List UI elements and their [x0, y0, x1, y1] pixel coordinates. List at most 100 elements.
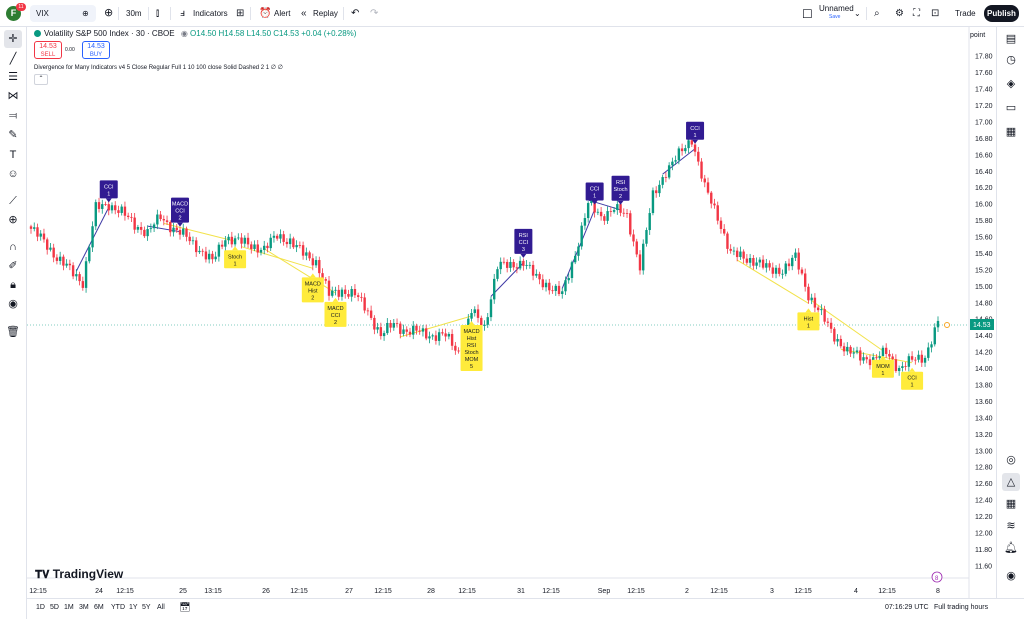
layout-name[interactable]: Unnamed: [819, 4, 854, 13]
notes-icon[interactable]: ▦: [1005, 126, 1017, 138]
session-selector[interactable]: Full trading hours: [934, 604, 989, 611]
watchlist-icon[interactable]: ▤: [1005, 33, 1017, 45]
interval-selector[interactable]: 30m: [126, 9, 142, 18]
snapshot-camera-icon[interactable]: ⊡: [931, 8, 940, 19]
collapse-legend-chevron-icon[interactable]: ⌃: [34, 74, 48, 85]
buy-button[interactable]: 14.53 BUY: [82, 41, 110, 59]
legend-eye-icon[interactable]: ◉: [180, 29, 188, 38]
goto-date-calendar-icon[interactable]: 📅︎: [179, 602, 191, 612]
trend-line-icon[interactable]: ╱: [9, 53, 17, 65]
emoji-icon[interactable]: ☺: [7, 168, 19, 180]
object-tree-icon[interactable]: ◈: [1006, 78, 1016, 90]
candle-body: [243, 237, 246, 244]
divergence-label-text: Hist: [467, 336, 477, 342]
indicator-legend[interactable]: Divergence for Many Indicators v4 5 Clos…: [34, 65, 283, 71]
pattern-icon[interactable]: ⋈: [7, 90, 19, 102]
undo-icon[interactable]: ↶: [351, 8, 360, 19]
indicators-icon[interactable]: ⅎ: [180, 8, 185, 19]
candle-body: [690, 140, 694, 145]
clock-utc[interactable]: 07:16:29 UTC: [885, 604, 929, 611]
candle-body: [136, 227, 140, 230]
fullscreen-icon[interactable]: ⛶: [913, 8, 920, 19]
range-button-all[interactable]: All: [157, 604, 165, 611]
candle-body: [493, 278, 496, 300]
brush-icon[interactable]: ✎: [8, 129, 18, 141]
target-icon[interactable]: ◎: [1006, 454, 1016, 466]
candle-body: [710, 192, 713, 204]
symbol-search-input[interactable]: VIX: [30, 5, 96, 22]
candle-body: [609, 211, 613, 212]
candle-body: [120, 206, 123, 213]
alerts-clock-icon[interactable]: ◷: [1006, 54, 1016, 66]
help-icon[interactable]: ◉: [1006, 570, 1016, 582]
range-button-ytd[interactable]: YTD: [111, 604, 125, 611]
quick-search-icon[interactable]: ⌕: [874, 8, 880, 19]
visibility-eye-icon[interactable]: ◉: [8, 298, 18, 310]
range-button-1y[interactable]: 1Y: [129, 604, 138, 611]
broadcast-icon[interactable]: ≋: [1006, 520, 1016, 532]
trash-icon[interactable]: 🗑︎: [6, 326, 20, 338]
chat-icon[interactable]: ▭: [1005, 102, 1017, 114]
replay-button[interactable]: Replay: [313, 9, 338, 18]
range-button-5y[interactable]: 5Y: [142, 604, 151, 611]
candle-body: [94, 202, 97, 227]
settings-gear-icon[interactable]: ⚙: [895, 8, 904, 19]
sell-button[interactable]: 14.53 SELL: [34, 41, 62, 59]
layout-chevron-down-icon[interactable]: ⌄: [854, 9, 861, 18]
trade-button[interactable]: Trade: [955, 9, 976, 18]
lock-icon[interactable]: 🔒︎: [10, 279, 16, 291]
redo-icon[interactable]: ↷: [370, 8, 379, 19]
alert-icon[interactable]: ⏰: [259, 8, 272, 19]
range-button-6m[interactable]: 6M: [94, 604, 104, 611]
tradingview-logo[interactable]: 𝐓𝐕 TradingView: [35, 567, 124, 581]
pine-editor-icon[interactable]: △: [1002, 473, 1020, 491]
compare-add-icon[interactable]: ⊕: [104, 7, 114, 19]
candle-body: [444, 333, 447, 337]
stay-drawing-icon[interactable]: ✐: [8, 260, 18, 272]
indicators-button[interactable]: Indicators: [193, 9, 228, 18]
candle-body: [428, 336, 431, 339]
price-axis-label: point: [970, 32, 985, 39]
divergence-label-text: 3: [522, 247, 525, 253]
magnet-icon[interactable]: ∩: [9, 241, 17, 253]
candle-body: [78, 274, 81, 282]
candle-body: [667, 165, 671, 178]
chart-legend[interactable]: Volatility S&P 500 Index · 30 · CBOE ◉ O…: [34, 29, 356, 38]
range-button-1m[interactable]: 1M: [64, 604, 74, 611]
zoom-in-icon[interactable]: ⊕: [8, 214, 18, 226]
candle-body: [865, 357, 868, 360]
text-icon[interactable]: T: [9, 149, 17, 161]
candle-body: [470, 313, 473, 319]
ohlc-low: L14.50: [246, 29, 272, 38]
candle-body: [188, 236, 191, 242]
candle-body: [606, 211, 609, 221]
divergence-label-text: CCI: [690, 126, 700, 132]
price-chart[interactable]: CCI1MACDCCI2RSICCI3CCI1RSIStoch2CCI1Stoc…: [27, 27, 996, 598]
fib-retracement-icon[interactable]: ☰: [8, 71, 18, 83]
candle-type-icon[interactable]: ⫾: [156, 8, 160, 19]
templates-icon[interactable]: ⊞: [236, 8, 245, 19]
replay-icon[interactable]: «: [301, 8, 307, 19]
alert-button[interactable]: Alert: [274, 9, 291, 18]
sell-price: 14.53: [39, 43, 57, 50]
divergence-lines: [75, 148, 913, 364]
symbol-search-icon[interactable]: ⊕: [82, 9, 89, 18]
range-button-1d[interactable]: 1D: [36, 604, 45, 611]
publish-button[interactable]: Publish: [984, 5, 1019, 22]
candle-body: [457, 350, 460, 352]
ohlc-change: +0.04 (+0.28%): [301, 29, 357, 38]
notifications-bell-icon[interactable]: 🔔︎: [1004, 542, 1018, 554]
crosshair-icon[interactable]: ✛: [4, 30, 22, 48]
range-button-3m[interactable]: 3M: [79, 604, 89, 611]
candle-body: [784, 263, 787, 274]
calendar-icon[interactable]: ▦: [1005, 498, 1017, 510]
prediction-icon[interactable]: ⫤: [8, 110, 18, 122]
layout-checkbox[interactable]: ☐: [802, 7, 813, 21]
candle-body: [376, 327, 379, 330]
candle-body: [204, 251, 208, 260]
range-button-5d[interactable]: 5D: [50, 604, 59, 611]
ruler-icon[interactable]: ⟋: [9, 195, 17, 207]
divergence-label-text: MACD: [305, 281, 321, 287]
